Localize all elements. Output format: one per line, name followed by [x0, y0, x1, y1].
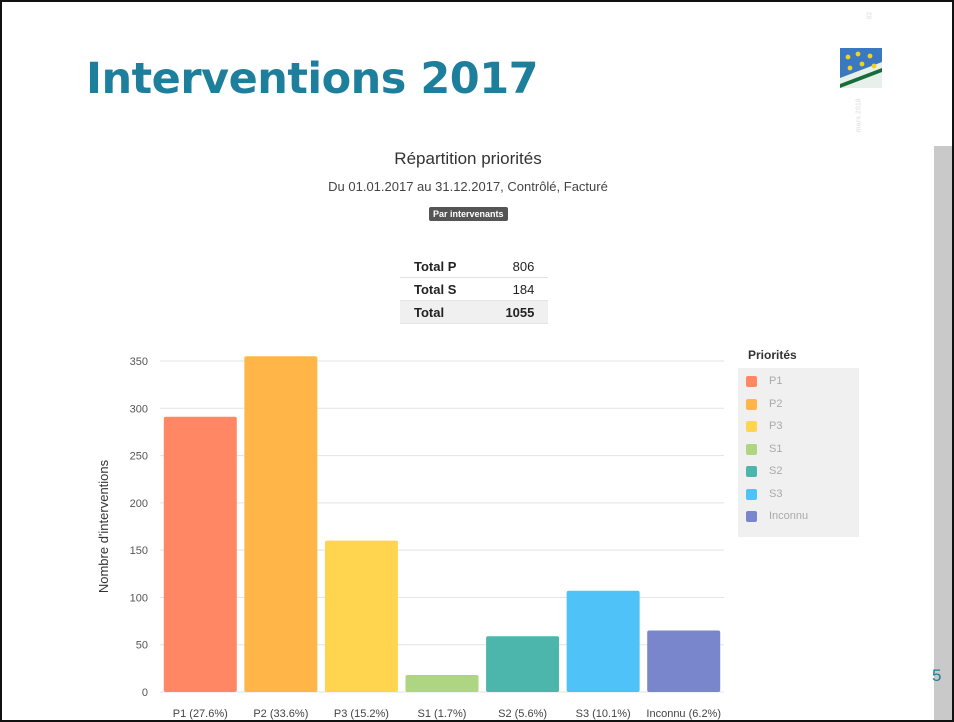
total-p-label: Total P: [400, 255, 471, 278]
legend-swatch: [746, 421, 757, 432]
total-s-value: 184: [470, 277, 549, 301]
total-s-label: Total S: [400, 277, 471, 301]
x-tick-label: S2 (5.6%): [498, 708, 547, 720]
x-tick-label: P1 (27.6%): [173, 708, 228, 720]
bar: [244, 356, 318, 692]
legend-title: Priorités: [748, 348, 797, 362]
y-tick-label: 150: [130, 545, 148, 557]
y-axis-label: Nombre d'interventions: [96, 459, 111, 593]
totals-table: Total P 806 Total S 184 Total 1055: [400, 255, 549, 324]
bar: [647, 630, 721, 692]
y-tick-label: 50: [136, 640, 148, 652]
bar: [486, 636, 560, 692]
y-tick-label: 200: [130, 498, 148, 510]
x-tick-label: P2 (33.6%): [253, 708, 308, 720]
bar: [566, 590, 640, 692]
y-tick-label: 0: [142, 687, 148, 699]
table-row: Total 1055: [400, 300, 549, 324]
y-tick-label: 300: [130, 403, 148, 415]
legend-label: P2: [769, 397, 783, 410]
x-tick-label: S3 (10.1%): [576, 708, 631, 720]
chart-title: Répartition priorités: [394, 149, 542, 168]
bar: [163, 416, 237, 692]
legend-swatch: [746, 466, 757, 477]
total-value: 1055: [470, 300, 549, 324]
table-row: Total P 806: [400, 255, 549, 278]
legend-label: S3: [769, 487, 783, 500]
legend-label: S2: [769, 465, 783, 477]
total-p-value: 806: [470, 255, 549, 278]
x-tick-label: P3 (15.2%): [334, 708, 389, 720]
right-strip: [934, 146, 952, 720]
x-tick-label: S1 (1.7%): [418, 708, 467, 720]
filter-badge[interactable]: Par intervenants: [429, 207, 508, 221]
legend-swatch: [746, 488, 757, 500]
y-tick-label: 350: [130, 356, 148, 368]
y-tick-label: 100: [130, 592, 148, 604]
legend-swatch: [746, 376, 757, 387]
table-row: Total S 184: [400, 277, 549, 301]
slide-title: Interventions 2017: [86, 54, 539, 104]
legend: P1 P2 P3 S1 S2 S3 Inconnu: [738, 368, 859, 537]
x-tick-label: Inconnu (6.2%): [646, 708, 721, 720]
chart-subtitle: Du 01.01.2017 au 31.12.2017, Contrôlé, F…: [328, 179, 608, 194]
total-label: Total: [400, 300, 471, 324]
legend-swatch: [746, 443, 757, 455]
edge-glyph: 5: [932, 666, 942, 685]
legend-label: Inconnu: [769, 510, 809, 522]
legend-swatch: [746, 398, 757, 410]
legend-label: P3: [769, 420, 783, 432]
legend-label: S1: [769, 442, 783, 455]
flag-logo-icon: [840, 48, 882, 88]
legend-label: P1: [769, 375, 783, 387]
legend-swatch: [746, 511, 757, 522]
bar: [405, 674, 479, 692]
bar: [324, 540, 398, 692]
y-tick-label: 250: [130, 451, 148, 463]
